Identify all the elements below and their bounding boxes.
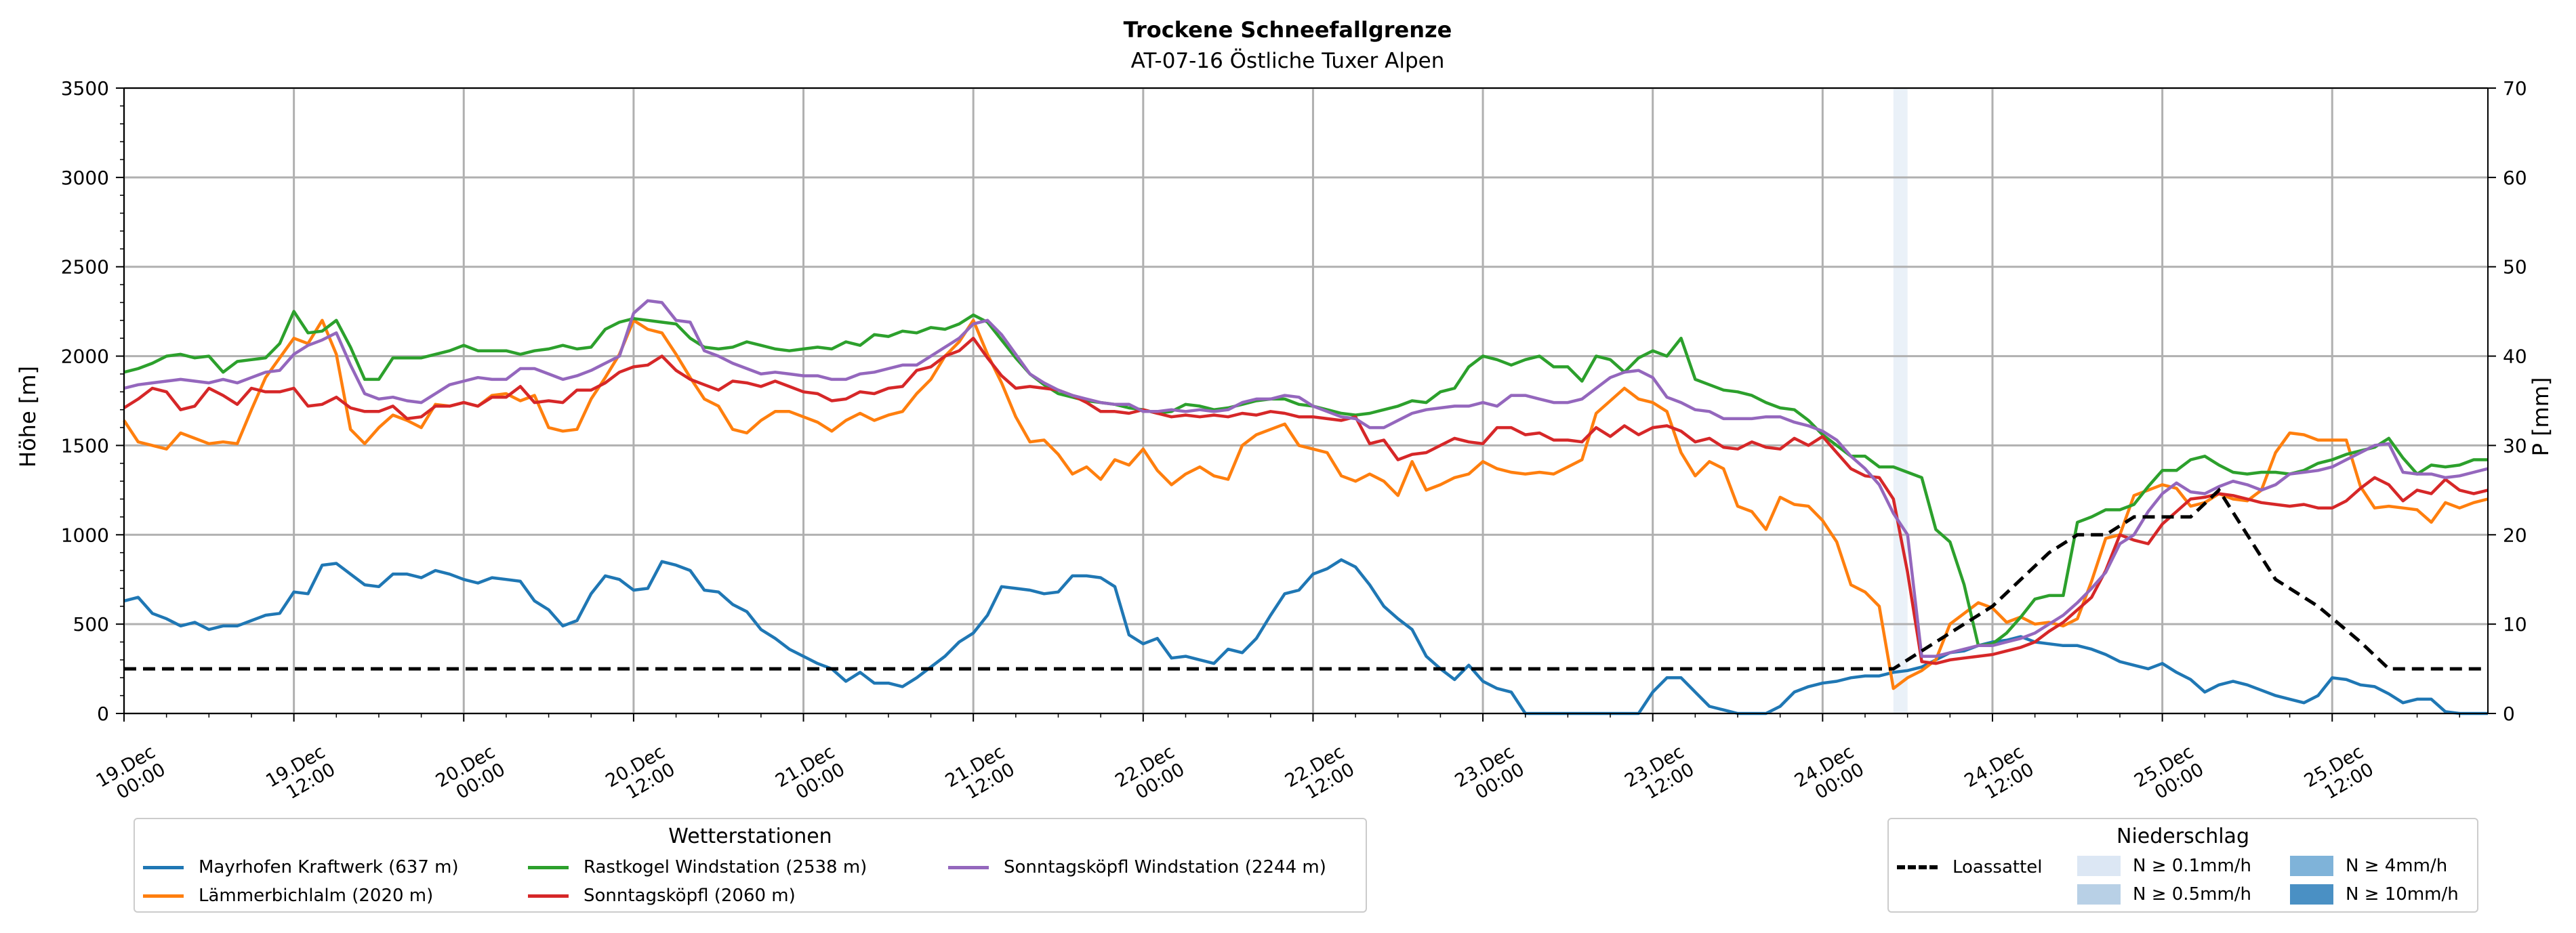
y-tick-label-left: 3000 <box>61 167 109 189</box>
chart-subtitle: AT-07-16 Östliche Tuxer Alpen <box>1131 48 1445 73</box>
y-tick-label-left: 3500 <box>61 77 109 100</box>
legend-patch-precip-3 <box>2290 884 2333 905</box>
x-tick-label: 23.Dec12:00 <box>1621 741 1698 809</box>
y-tick-label-left: 1500 <box>61 434 109 457</box>
x-tick-label: 23.Dec00:00 <box>1452 741 1528 809</box>
x-tick-label: 21.Dec12:00 <box>942 741 1019 809</box>
y-tick-label-left: 2000 <box>61 346 109 368</box>
legend-item-precip-3: N ≥ 10mm/h <box>2290 884 2459 905</box>
y-tick-label-right: 10 <box>2503 613 2527 636</box>
axes: 0 500 1000 1500 2000 2500 3000 3500 0 10 20 30 40 50 6… <box>61 77 2527 809</box>
x-tick-label: 21.Dec00:00 <box>772 741 849 809</box>
x-tick-label: 19.Dec12:00 <box>262 741 339 809</box>
legend-label-sonntagskoepfl: Sonntagsköpfl (2060 m) <box>584 886 796 906</box>
legend-item-mayrhofen: Mayrhofen Kraftwerk (637 m) <box>143 857 459 877</box>
stations-legend-title: Wetterstationen <box>668 825 832 848</box>
legend-label-loassattel: Loassattel <box>1953 857 2043 877</box>
legend-dash-loassattel <box>1897 865 1938 869</box>
series-lines <box>123 299 2489 716</box>
series-line-1 <box>123 318 2489 690</box>
legend-item-sonntagskoepfl-wind: Sonntagsköpfl Windstation (2244 m) <box>948 857 1326 877</box>
x-tick-label: 24.Dec12:00 <box>1961 741 2038 809</box>
x-tick-label: 19.Dec00:00 <box>93 741 169 809</box>
legend-label-precip-3: N ≥ 10mm/h <box>2346 884 2459 905</box>
legend-label-laemmerbichlalm: Lämmerbichlalm (2020 m) <box>199 886 434 906</box>
x-tick-label: 25.Dec12:00 <box>2301 741 2377 809</box>
stations-legend: Wetterstationen Mayrhofen Kraftwerk (637… <box>134 818 1367 913</box>
y-tick-label-right: 70 <box>2503 77 2527 100</box>
legend-item-precip-1: N ≥ 0.5mm/h <box>2077 884 2251 905</box>
chart-title: Trockene Schneefallgrenze <box>1124 17 1452 43</box>
precipitation-legend: Niederschlag Loassattel N ≥ 0.1mm/h N ≥ … <box>1887 818 2478 913</box>
y-axis-label-left: Höhe [m] <box>15 366 41 468</box>
y-tick-label-right: 50 <box>2503 256 2527 278</box>
legend-line-rastkogel <box>528 865 569 869</box>
y-tick-label-right: 20 <box>2503 524 2527 546</box>
x-tick-label: 24.Dec00:00 <box>1791 741 1868 809</box>
legend-line-laemmerbichlalm <box>143 894 184 898</box>
series-line-0 <box>123 558 2488 716</box>
precipitation-legend-title: Niederschlag <box>2117 825 2249 848</box>
legend-item-precip-0: N ≥ 0.1mm/h <box>2077 856 2251 876</box>
legend-item-precip-2: N ≥ 4mm/h <box>2290 856 2447 876</box>
series-line-4 <box>123 299 2489 658</box>
legend-line-sonntagskoepfl-wind <box>948 865 989 869</box>
y-tick-label-right: 60 <box>2503 167 2527 189</box>
y-tick-label-right: 0 <box>2503 703 2515 725</box>
x-tick-label: 22.Dec12:00 <box>1282 741 1358 809</box>
legend-label-rastkogel: Rastkogel Windstation (2538 m) <box>584 857 867 877</box>
plot-frame <box>123 87 2489 714</box>
x-tick-label: 22.Dec00:00 <box>1111 741 1188 809</box>
legend-label-mayrhofen: Mayrhofen Kraftwerk (637 m) <box>199 857 459 877</box>
legend-patch-precip-2 <box>2290 856 2333 876</box>
loassattel-line <box>124 487 2488 671</box>
legend-patch-precip-1 <box>2077 884 2121 905</box>
legend-item-loassattel: Loassattel <box>1897 857 2043 877</box>
y-tick-label-left: 2500 <box>61 256 109 278</box>
legend-label-sonntagskoepfl-wind: Sonntagsköpfl Windstation (2244 m) <box>1004 857 1326 877</box>
legend-item-laemmerbichlalm: Lämmerbichlalm (2020 m) <box>143 886 433 906</box>
y-axis-label-right: P [mm] <box>2528 377 2554 457</box>
legend-line-mayrhofen <box>143 865 184 869</box>
legend-patch-precip-0 <box>2077 856 2121 876</box>
y-tick-label-right: 40 <box>2503 346 2527 368</box>
legend-label-precip-1: N ≥ 0.5mm/h <box>2133 884 2252 905</box>
legend-line-sonntagskoepfl <box>528 894 569 898</box>
legend-item-rastkogel: Rastkogel Windstation (2538 m) <box>528 857 867 877</box>
x-tick-label: 25.Dec00:00 <box>2131 741 2207 809</box>
grid <box>123 87 2488 715</box>
y-tick-label-left: 1000 <box>61 524 109 546</box>
precipitation-bands <box>1893 88 1908 713</box>
y-tick-label-left: 0 <box>97 703 109 725</box>
y-tick-label-left: 500 <box>73 613 109 636</box>
y-tick-label-right: 30 <box>2503 434 2527 457</box>
legend-label-precip-0: N ≥ 0.1mm/h <box>2133 856 2252 876</box>
x-tick-label: 20.Dec00:00 <box>432 741 509 809</box>
legend-label-precip-2: N ≥ 4mm/h <box>2346 856 2448 876</box>
precip-band-0 <box>1893 88 1908 713</box>
series-line-3 <box>123 336 2489 665</box>
x-tick-label: 20.Dec12:00 <box>602 741 678 809</box>
legend-item-sonntagskoepfl: Sonntagsköpfl (2060 m) <box>528 886 796 906</box>
series-line-2 <box>123 310 2488 648</box>
